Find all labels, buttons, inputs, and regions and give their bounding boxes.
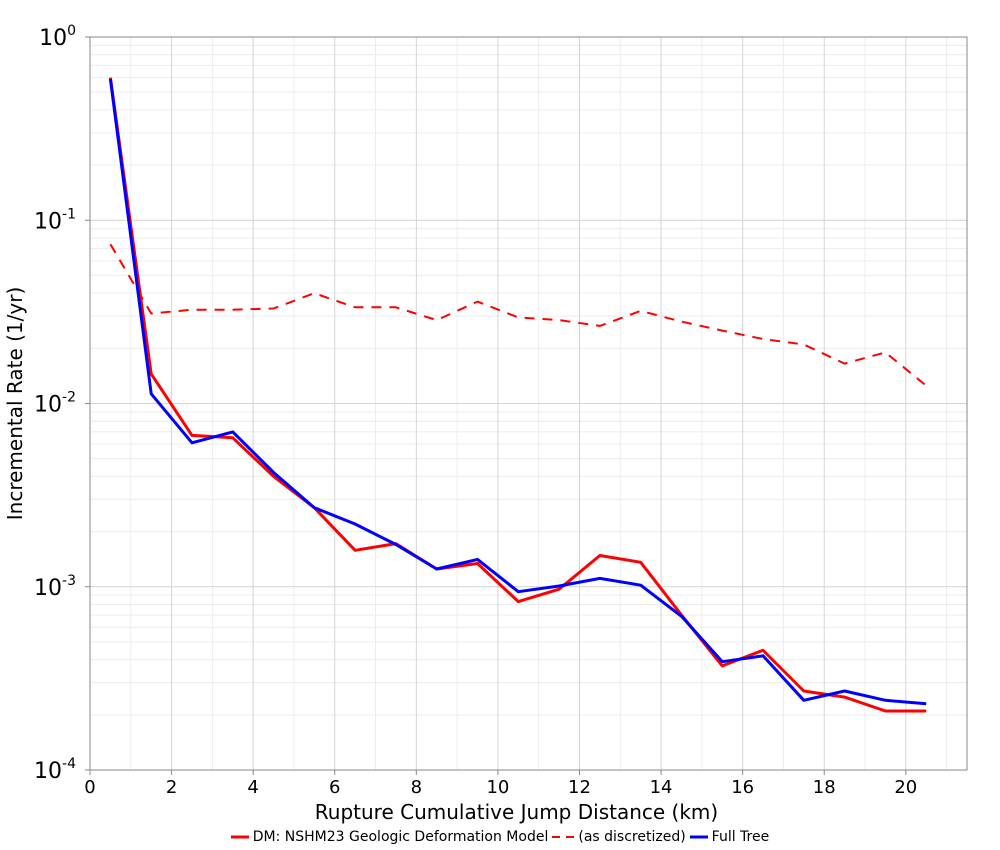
y-axis-label: Incremental Rate (1/yr) bbox=[3, 287, 27, 520]
x-tick-label: 2 bbox=[166, 777, 177, 798]
legend-label-as-discretized: (as discretized) bbox=[578, 829, 686, 845]
y-tick-label: 100 bbox=[39, 23, 76, 51]
x-tick-label: 14 bbox=[650, 777, 673, 798]
series-line-as-discretized bbox=[109, 243, 927, 387]
x-tick-label: 8 bbox=[411, 777, 422, 798]
x-axis-label: Rupture Cumulative Jump Distance (km) bbox=[315, 800, 718, 824]
x-tick-label: 6 bbox=[329, 777, 340, 798]
legend-item-blue-solid: Full Tree bbox=[689, 829, 770, 845]
series-line-dm-nshm23-geologic-deformation-model bbox=[108, 77, 927, 713]
y-tick-label: 10-2 bbox=[34, 390, 76, 418]
x-tick-label: 0 bbox=[84, 777, 95, 798]
legend-item-red-dashed: (as discretized) bbox=[552, 829, 686, 845]
x-tick-label: 18 bbox=[813, 777, 836, 798]
legend-swatch-red-solid bbox=[230, 835, 249, 839]
legend: DM: NSHM23 Geologic Deformation Model (a… bbox=[0, 826, 1000, 848]
legend-item-red-solid: DM: NSHM23 Geologic Deformation Model bbox=[230, 829, 549, 845]
y-tick-label: 10-1 bbox=[34, 206, 76, 234]
x-tick-label: 16 bbox=[731, 777, 754, 798]
legend-swatch-red-dashed bbox=[552, 836, 575, 838]
x-tick-label: 20 bbox=[894, 777, 917, 798]
y-tick-label: 10-4 bbox=[34, 756, 76, 784]
legend-swatch-blue-solid bbox=[689, 835, 708, 839]
x-tick-label: 12 bbox=[568, 777, 591, 798]
series-line-full-tree bbox=[108, 78, 927, 706]
y-tick-label: 10-3 bbox=[34, 573, 76, 601]
x-tick-label: 4 bbox=[247, 777, 258, 798]
chart-svg: 0 2 4 6 8 10 12 14 16 18 20 100 10-1 10-2 10-3 10-4 Rupt… bbox=[3, 23, 968, 824]
legend-label-deformation-model: DM: NSHM23 Geologic Deformation Model bbox=[252, 829, 549, 845]
x-tick-label: 10 bbox=[486, 777, 509, 798]
legend-label-full-tree: Full Tree bbox=[711, 829, 770, 845]
